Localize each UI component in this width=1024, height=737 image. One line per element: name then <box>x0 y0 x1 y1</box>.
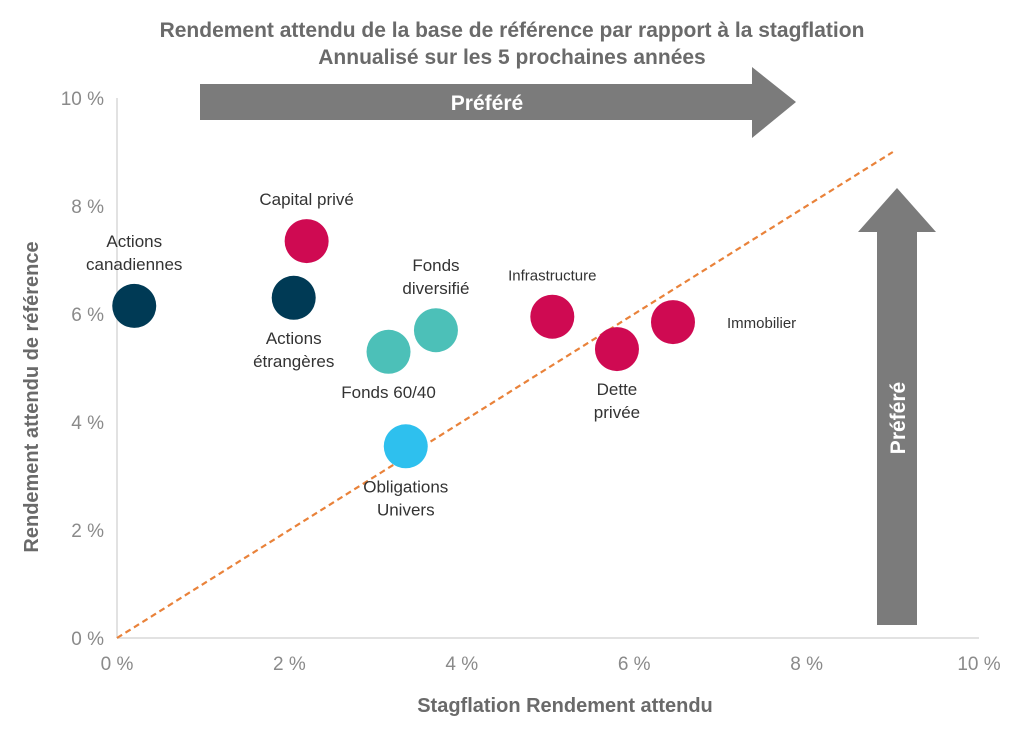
data-point <box>112 283 157 328</box>
chart-title: Rendement attendu de la base de référenc… <box>160 19 865 42</box>
data-label: diversifié <box>402 279 469 298</box>
data-label: privée <box>594 403 640 422</box>
data-label: étrangères <box>253 352 334 371</box>
y-tick-label: 2 % <box>71 521 104 542</box>
data-point <box>284 219 329 264</box>
x-tick-label: 0 % <box>101 654 134 675</box>
data-label: Actions <box>266 329 322 348</box>
data-point <box>271 275 316 320</box>
y-tick-label: 6 % <box>71 305 104 326</box>
data-label: Actions <box>106 232 162 251</box>
data-point <box>366 329 411 374</box>
chart-subtitle: Annualisé sur les 5 prochaines années <box>318 46 706 69</box>
y-tick-label: 10 % <box>61 89 104 110</box>
y-tick-label: 8 % <box>71 197 104 218</box>
y-tick-label: 4 % <box>71 413 104 434</box>
data-label: Obligations <box>363 477 448 496</box>
x-tick-label: 2 % <box>273 654 306 675</box>
horizontal-preferred-arrow <box>200 67 796 138</box>
data-point <box>530 294 575 339</box>
data-point <box>383 424 428 469</box>
y-axis-title: Rendement attendu de référence <box>21 241 43 552</box>
data-label: canadiennes <box>86 255 182 274</box>
data-label: Infrastructure <box>508 268 596 285</box>
data-point <box>413 308 458 353</box>
x-tick-label: 6 % <box>618 654 651 675</box>
x-tick-label: 4 % <box>445 654 478 675</box>
x-axis-title: Stagflation Rendement attendu <box>417 695 713 717</box>
reference-line <box>116 151 894 639</box>
reference-line-group <box>116 151 894 639</box>
x-tick-label: 10 % <box>957 654 1000 675</box>
preferred-arrows: Préféré Préféré <box>200 67 936 625</box>
data-label: Fonds 60/40 <box>341 383 436 402</box>
y-tick-label: 0 % <box>71 629 104 650</box>
horizontal-arrow-label: Préféré <box>451 92 523 115</box>
x-tick-label: 8 % <box>790 654 823 675</box>
data-point <box>650 300 695 345</box>
points: Actions canadiennes Capital privé Actions ét… <box>86 190 796 519</box>
data-label: Capital privé <box>259 190 354 209</box>
data-label: Immobilier <box>727 315 796 332</box>
data-label: Univers <box>377 500 435 519</box>
data-label: Fonds <box>412 256 459 275</box>
data-label: Dette <box>597 380 638 399</box>
data-point <box>594 327 639 372</box>
axes: 0 % 2 % 4 % 6 % 8 % 10 % 0 % 2 % 4 % 6 % 8 % 10 % <box>61 89 1001 675</box>
vertical-preferred-arrow <box>858 188 936 625</box>
vertical-arrow-label: Préféré <box>887 382 910 454</box>
